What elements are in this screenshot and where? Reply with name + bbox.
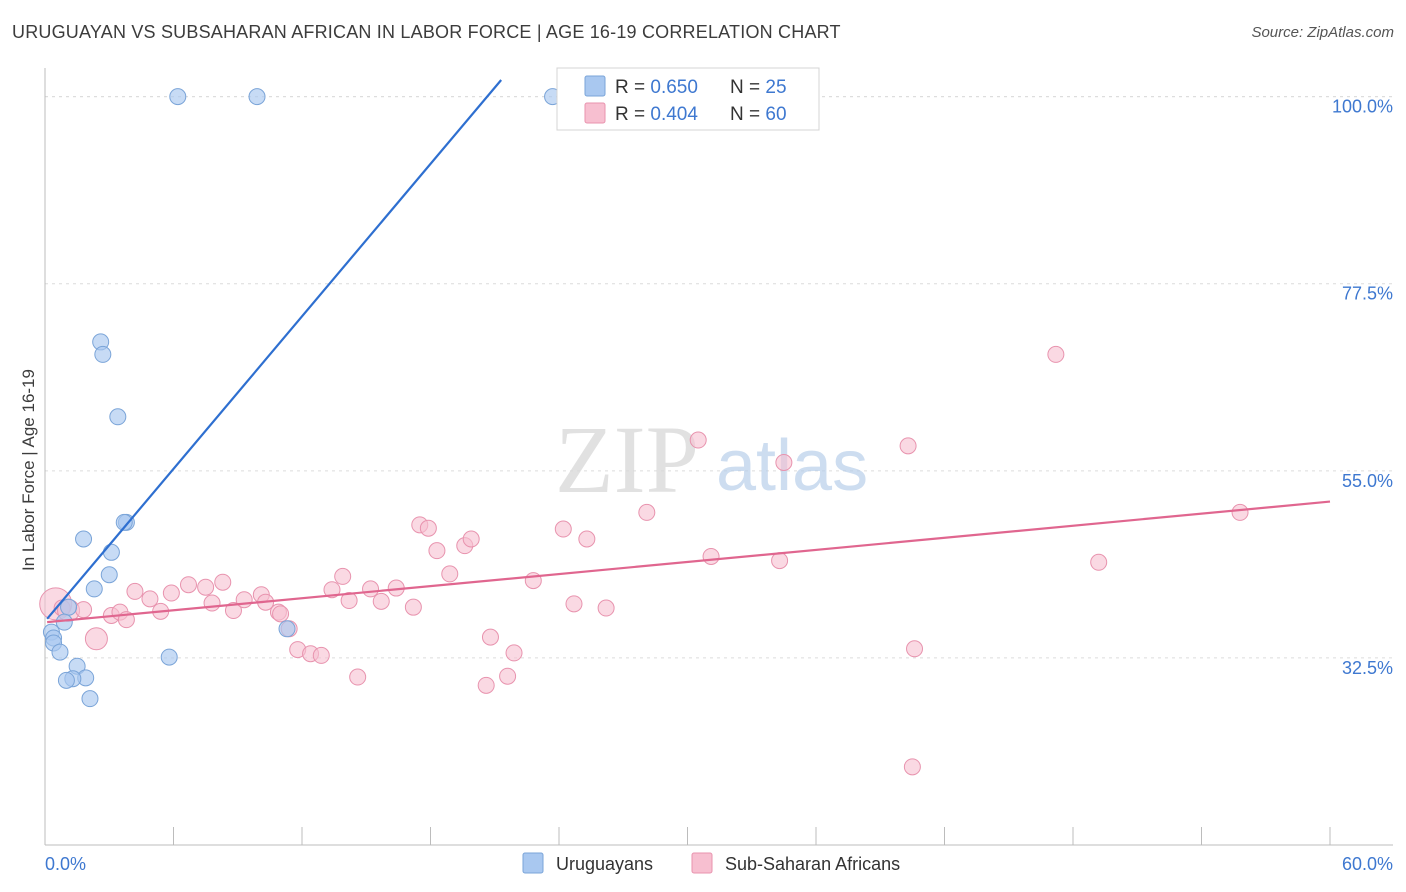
y-tick-label: 32.5% bbox=[1342, 658, 1393, 678]
data-point-subsaharan bbox=[126, 582, 144, 600]
data-point-subsaharan bbox=[597, 599, 615, 617]
data-point-subsaharan bbox=[771, 552, 789, 570]
bottom-legend-label-uruguayans: Uruguayans bbox=[556, 854, 653, 874]
data-point-uruguayan bbox=[85, 580, 103, 598]
data-point-uruguayan bbox=[75, 530, 93, 548]
data-point-subsaharan bbox=[179, 576, 197, 594]
uruguayan-points bbox=[42, 88, 562, 708]
data-point-subsaharan bbox=[638, 503, 656, 521]
data-point-subsaharan bbox=[214, 573, 232, 591]
watermark-zip: ZIP bbox=[555, 406, 699, 513]
trend-lines bbox=[46, 79, 1331, 624]
data-point-uruguayan bbox=[248, 88, 266, 106]
legend-r-label: R = bbox=[615, 77, 650, 98]
data-point-subsaharan bbox=[702, 547, 720, 565]
data-point-subsaharan bbox=[565, 595, 583, 613]
data-point-subsaharan bbox=[899, 437, 917, 455]
data-point-uruguayan bbox=[100, 566, 118, 584]
svg-text:R = 0.404: R = 0.404 bbox=[615, 104, 698, 125]
data-point-subsaharan bbox=[235, 591, 253, 609]
zipatlas-watermark: ZIP atlas bbox=[555, 406, 868, 513]
data-point-subsaharan bbox=[362, 580, 380, 598]
trend-line-subsaharan bbox=[47, 500, 1331, 624]
tick-labels: 32.5% 55.0% 77.5% 100.0% 0.0% 60.0% bbox=[45, 97, 1393, 874]
legend-n-value-subsaharan: 60 bbox=[765, 104, 786, 125]
data-point-subsaharan bbox=[1090, 553, 1108, 571]
data-point-uruguayan bbox=[57, 671, 75, 689]
data-point-uruguayan bbox=[102, 543, 120, 561]
legend-n-value-uruguayans: 25 bbox=[765, 77, 786, 98]
data-point-subsaharan bbox=[334, 567, 352, 585]
stats-legend: R = 0.650 N = 25 R = 0.404 N = 60 bbox=[556, 67, 820, 131]
data-point-subsaharan bbox=[323, 581, 341, 599]
data-point-uruguayan bbox=[169, 88, 187, 106]
bottom-legend-swatch-subsaharan bbox=[691, 852, 713, 874]
bottom-legend-label-subsaharan: Sub-Saharan Africans bbox=[725, 854, 900, 874]
svg-text:N = 25: N = 25 bbox=[730, 77, 787, 98]
data-point-subsaharan bbox=[477, 676, 495, 694]
data-point-subsaharan bbox=[203, 594, 221, 612]
series-legend: Uruguayans Sub-Saharan Africans bbox=[522, 852, 900, 874]
data-point-subsaharan bbox=[906, 640, 924, 658]
data-point-subsaharan bbox=[272, 605, 290, 623]
source-label: Source: ZipAtlas.com bbox=[1251, 24, 1394, 41]
data-point-uruguayan bbox=[109, 408, 127, 426]
data-point-subsaharan bbox=[775, 454, 793, 471]
chart-title: URUGUAYAN VS SUBSAHARAN AFRICAN IN LABOR… bbox=[12, 22, 841, 42]
data-point-subsaharan bbox=[505, 644, 523, 662]
data-point-uruguayan bbox=[160, 648, 178, 666]
data-point-subsaharan bbox=[84, 627, 108, 651]
data-point-subsaharan bbox=[349, 668, 367, 686]
bottom-legend-swatch-uruguayans bbox=[522, 852, 544, 874]
data-point-subsaharan bbox=[462, 530, 480, 548]
data-point-subsaharan bbox=[404, 598, 422, 616]
grid-lines bbox=[45, 96, 1393, 659]
data-point-subsaharan bbox=[197, 578, 215, 596]
data-point-subsaharan bbox=[312, 646, 330, 664]
y-tick-label: 100.0% bbox=[1332, 97, 1393, 117]
data-point-subsaharan bbox=[340, 592, 358, 610]
y-tick-label: 55.0% bbox=[1342, 471, 1393, 491]
data-point-subsaharan bbox=[428, 542, 446, 560]
data-point-subsaharan bbox=[481, 628, 499, 646]
data-point-uruguayan bbox=[51, 643, 69, 661]
data-point-subsaharan bbox=[419, 519, 437, 537]
axes bbox=[44, 68, 1393, 846]
data-point-subsaharan bbox=[689, 431, 707, 449]
trend-line-uruguayans bbox=[46, 79, 503, 620]
data-point-uruguayan bbox=[81, 690, 99, 708]
legend-n-label: N = bbox=[730, 77, 765, 98]
data-point-subsaharan bbox=[141, 590, 159, 608]
data-point-subsaharan bbox=[1047, 345, 1065, 363]
data-point-subsaharan bbox=[162, 584, 180, 602]
data-point-uruguayan bbox=[94, 345, 112, 363]
legend-r-value-uruguayans: 0.650 bbox=[650, 77, 698, 98]
data-point-subsaharan bbox=[499, 667, 517, 685]
legend-swatch-uruguayans bbox=[584, 75, 606, 97]
svg-text:N = 60: N = 60 bbox=[730, 104, 787, 125]
svg-text:R = 0.650: R = 0.650 bbox=[615, 77, 698, 98]
x-tick-label-max: 60.0% bbox=[1342, 854, 1393, 874]
legend-r-value-subsaharan: 0.404 bbox=[650, 104, 698, 125]
data-point-subsaharan bbox=[224, 602, 242, 620]
legend-n-label: N = bbox=[730, 104, 765, 125]
y-tick-label: 77.5% bbox=[1342, 284, 1393, 304]
data-point-subsaharan bbox=[441, 565, 459, 583]
data-point-subsaharan bbox=[578, 530, 596, 548]
legend-swatch-subsaharan bbox=[584, 102, 606, 124]
data-point-subsaharan bbox=[372, 592, 390, 610]
data-point-subsaharan bbox=[903, 758, 921, 776]
data-point-uruguayan bbox=[278, 620, 296, 638]
x-tick-label-min: 0.0% bbox=[45, 854, 86, 874]
data-point-subsaharan bbox=[554, 520, 572, 538]
legend-r-label: R = bbox=[615, 104, 650, 125]
data-point-subsaharan bbox=[75, 601, 93, 619]
data-point-subsaharan bbox=[1231, 503, 1249, 521]
watermark-atlas: atlas bbox=[716, 426, 868, 506]
data-point-uruguayan bbox=[115, 513, 133, 531]
y-axis-label: In Labor Force | Age 16-19 bbox=[19, 369, 38, 571]
